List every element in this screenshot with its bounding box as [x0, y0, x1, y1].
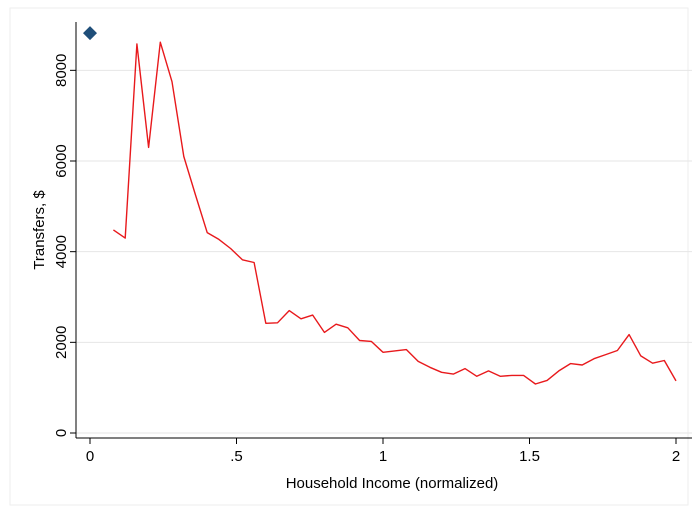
y-axis-title: Transfers, $ [31, 190, 48, 270]
x-tick-label: .5 [230, 448, 243, 465]
series-line-0 [113, 41, 677, 385]
x-tick-label: 0 [86, 448, 94, 465]
x-tick-label: 1.5 [519, 448, 540, 465]
gridlines [76, 69, 692, 434]
diamond-marker-0 [83, 26, 97, 41]
markers-group [83, 26, 97, 41]
series-group [113, 41, 677, 385]
axes: 0 2000 4000 6000 8000 0 .5 1 1.5 2 [53, 22, 692, 465]
y-tick-label: 6000 [53, 144, 70, 177]
x-tick-label: 2 [672, 448, 680, 465]
plot-frame [9, 7, 689, 506]
x-axis-title: Household Income (normalized) [286, 475, 499, 492]
y-tick-label: 2000 [53, 326, 70, 359]
y-tick-label: 4000 [53, 235, 70, 268]
y-tick-label: 0 [53, 429, 70, 437]
y-tick-label: 8000 [53, 54, 70, 87]
x-tick-label: 1 [379, 448, 387, 465]
